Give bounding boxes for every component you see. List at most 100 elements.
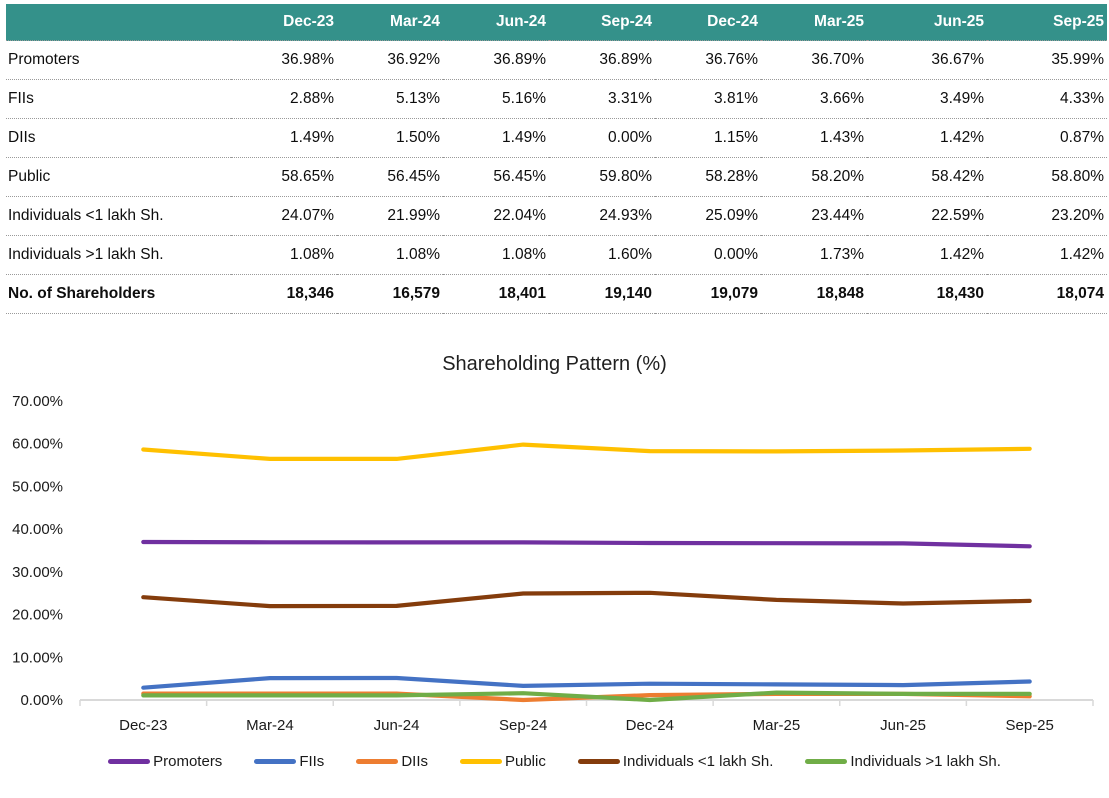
table-cell: 58.65%	[231, 157, 337, 197]
legend-item: DIIs	[356, 753, 428, 770]
table-cell: 3.49%	[867, 79, 987, 119]
table-cell: 36.98%	[231, 40, 337, 80]
legend-item: FIIs	[254, 753, 324, 770]
x-axis-tick-label: Dec-23	[119, 717, 167, 734]
table-cell: 3.31%	[549, 79, 655, 119]
y-axis-tick-label: 70.00%	[12, 393, 63, 410]
table-cell: 1.50%	[337, 118, 443, 158]
table-row: Public 58.65% 56.45% 56.45% 59.80% 58.28% 58.2…	[6, 157, 1107, 197]
table-cell: 1.49%	[443, 118, 549, 158]
series-line-public	[141, 442, 1032, 462]
legend-item: Individuals <1 lakh Sh.	[577, 752, 774, 770]
column-header: Dec-24	[655, 4, 761, 41]
shareholding-table: Dec-23 Mar-24 Jun-24 Sep-24 Dec-24 Mar-25 Jun-…	[6, 4, 1107, 314]
table-cell: 1.08%	[337, 235, 443, 275]
table-cell: 23.20%	[987, 196, 1107, 236]
legend-label: Promoters	[153, 752, 223, 770]
legend-item: Individuals >1 lakh Sh.	[805, 753, 1001, 770]
column-header: Jun-25	[867, 4, 987, 41]
table-cell: 36.89%	[549, 40, 655, 80]
table-row: No. of Shareholders 18,346 16,579 18,401 19,…	[6, 274, 1107, 314]
row-label: Promoters	[6, 40, 231, 80]
x-axis-tick-label: Dec-24	[626, 717, 674, 734]
x-axis-tick-label: Sep-25	[1006, 717, 1054, 734]
table-cell: 1.08%	[231, 235, 337, 275]
column-header: Sep-24	[549, 4, 655, 41]
y-axis-tick-label: 30.00%	[12, 564, 63, 581]
table-cell: 22.59%	[867, 196, 987, 236]
series-line-individuals-1-lakh-sh-	[141, 690, 1032, 703]
x-axis-tick-label: Jun-25	[880, 717, 926, 734]
table-cell: 19,140	[549, 274, 655, 314]
table-row: DIIs 1.49% 1.50% 1.49% 0.00% 1.15% 1.43% 1.42% 0…	[6, 118, 1107, 158]
legend-line-swatch	[254, 758, 297, 764]
table-cell: 0.00%	[655, 235, 761, 275]
table-cell: 58.80%	[987, 157, 1107, 197]
table-cell: 23.44%	[761, 196, 867, 236]
table-cell: 18,401	[443, 274, 549, 314]
table-cell: 16,579	[337, 274, 443, 314]
table-cell: 0.87%	[987, 118, 1107, 158]
legend-label: Individuals <1 lakh Sh.	[622, 752, 774, 770]
row-label: Individuals <1 lakh Sh.	[6, 196, 231, 236]
table-cell: 1.42%	[867, 235, 987, 275]
x-axis-tick-label: Jun-24	[374, 717, 420, 734]
row-label: Individuals >1 lakh Sh.	[6, 235, 231, 275]
table-cell: 1.49%	[231, 118, 337, 158]
y-axis-tick-label: 10.00%	[12, 649, 63, 666]
table-cell: 3.66%	[761, 79, 867, 119]
legend-line-swatch	[577, 758, 620, 764]
column-header: Jun-24	[443, 4, 549, 41]
table-cell: 58.20%	[761, 157, 867, 197]
table-cell: 36.70%	[761, 40, 867, 80]
table-cell: 58.28%	[655, 157, 761, 197]
table-cell: 5.16%	[443, 79, 549, 119]
chart-section: Shareholding Pattern (%) 0.00% 10.00% 20.0…	[0, 350, 1109, 776]
table-header: Dec-23 Mar-24 Jun-24 Sep-24 Dec-24 Mar-25 Jun-…	[6, 4, 1107, 41]
x-axis-tick-label: Sep-24	[499, 717, 547, 734]
table-row: Individuals >1 lakh Sh. 1.08% 1.08% 1.08% 1.…	[6, 235, 1107, 275]
table-cell: 1.43%	[761, 118, 867, 158]
table-cell: 35.99%	[987, 40, 1107, 80]
chart-title: Shareholding Pattern (%)	[442, 353, 667, 375]
table-cell: 1.42%	[867, 118, 987, 158]
table-cell: 2.88%	[231, 79, 337, 119]
table-cell: 56.45%	[337, 157, 443, 197]
table-cell: 58.42%	[867, 157, 987, 197]
table-cell: 0.00%	[549, 118, 655, 158]
table-cell: 18,074	[987, 274, 1107, 314]
table-cell: 19,079	[655, 274, 761, 314]
series-line-fiis	[141, 675, 1032, 690]
table-row: FIIs 2.88% 5.13% 5.16% 3.31% 3.81% 3.66% 3.49% 4…	[6, 79, 1107, 119]
shareholding-line-chart: 0.00% 10.00% 20.00% 30.00% 40.00% 50.00% 60.00…	[12, 393, 1094, 734]
column-header: Sep-25	[987, 4, 1107, 41]
row-label: FIIs	[6, 79, 231, 119]
y-axis-tick-label: 50.00%	[12, 478, 63, 495]
series-line-promoters	[141, 539, 1032, 549]
legend-item: Public	[459, 752, 546, 770]
chart-legend: Promoters FIIs DIIs Public Individuals <1 la…	[0, 746, 1109, 776]
y-axis-tick-label: 20.00%	[12, 607, 63, 624]
y-axis-tick-label: 40.00%	[12, 521, 63, 538]
legend-line-swatch	[459, 758, 502, 764]
table-cell: 25.09%	[655, 196, 761, 236]
table-cell: 1.60%	[549, 235, 655, 275]
table-cell: 36.92%	[337, 40, 443, 80]
table-cell: 24.07%	[231, 196, 337, 236]
table-cell: 24.93%	[549, 196, 655, 236]
legend-line-swatch	[356, 758, 399, 764]
column-header: Dec-23	[231, 4, 337, 41]
row-label: Public	[6, 157, 231, 197]
table-cell: 1.73%	[761, 235, 867, 275]
x-axis-tick-label: Mar-24	[246, 717, 294, 734]
column-header: Mar-25	[761, 4, 867, 41]
table-body: Promoters 36.98% 36.92% 36.89% 36.89% 36.76% 3…	[6, 40, 1107, 314]
table-cell: 36.76%	[655, 40, 761, 80]
table-row: Promoters 36.98% 36.92% 36.89% 36.89% 36.76% 3…	[6, 40, 1107, 80]
legend-label: Public	[504, 752, 546, 770]
table-cell: 36.67%	[867, 40, 987, 80]
table-cell: 1.42%	[987, 235, 1107, 275]
table-cell: 4.33%	[987, 79, 1107, 119]
corner-header-cell	[6, 4, 231, 41]
table-cell: 56.45%	[443, 157, 549, 197]
